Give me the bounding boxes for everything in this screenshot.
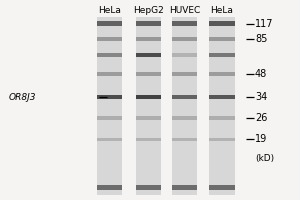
Text: HeLa: HeLa [98, 6, 121, 15]
Bar [172, 53, 197, 57]
Bar [97, 95, 122, 99]
Bar [136, 185, 161, 190]
Bar [209, 72, 235, 76]
Text: OR8J3: OR8J3 [9, 92, 37, 102]
Bar [97, 185, 122, 190]
Text: HeLa: HeLa [211, 6, 233, 15]
Bar [136, 72, 161, 76]
Text: 26: 26 [255, 113, 267, 123]
Bar [97, 21, 122, 25]
Bar [97, 53, 122, 57]
Bar [209, 116, 235, 120]
Bar [209, 138, 235, 140]
Text: 48: 48 [255, 69, 267, 79]
Bar [172, 116, 197, 120]
Text: (kD): (kD) [255, 154, 274, 162]
Bar [209, 185, 235, 190]
Bar [209, 95, 235, 99]
Bar [97, 17, 122, 195]
Bar [172, 72, 197, 76]
Bar [97, 37, 122, 41]
Bar [136, 53, 161, 57]
Bar [136, 21, 161, 25]
Text: 85: 85 [255, 34, 267, 44]
Bar [136, 95, 161, 99]
Bar [172, 17, 197, 195]
Text: 117: 117 [255, 19, 274, 29]
Bar [172, 185, 197, 190]
Text: 34: 34 [255, 92, 267, 102]
Bar [136, 116, 161, 120]
Bar [97, 138, 122, 140]
Bar [209, 21, 235, 25]
Bar [172, 37, 197, 41]
Text: HepG2: HepG2 [133, 6, 164, 15]
Bar [172, 138, 197, 140]
Bar [97, 116, 122, 120]
Bar [209, 37, 235, 41]
Bar [136, 138, 161, 140]
Text: 19: 19 [255, 134, 267, 144]
Bar [209, 53, 235, 57]
Bar [97, 72, 122, 76]
Bar [136, 37, 161, 41]
Bar [136, 17, 161, 195]
Bar [172, 21, 197, 25]
Bar [209, 17, 235, 195]
Text: HUVEC: HUVEC [169, 6, 200, 15]
Bar [172, 95, 197, 99]
